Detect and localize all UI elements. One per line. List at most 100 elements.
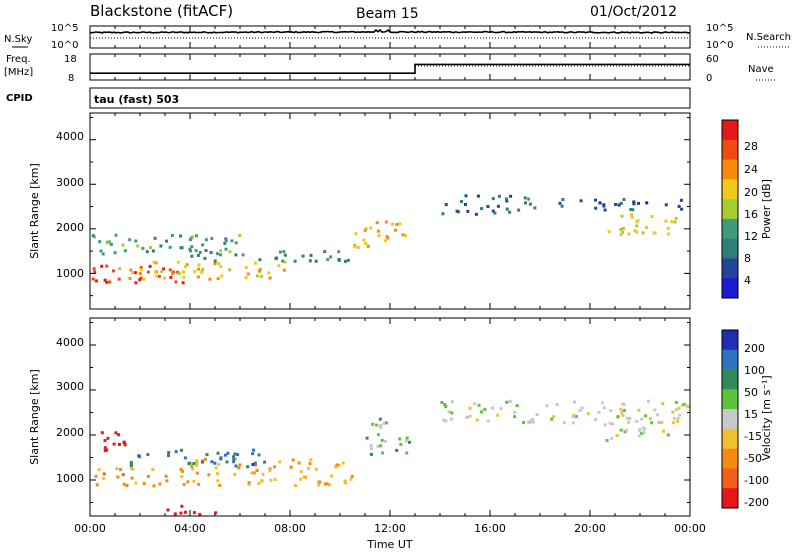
heatmap-cell: [621, 402, 625, 406]
velocity-cbar-tick-m200: -200: [744, 496, 769, 509]
heatmap-cell: [283, 260, 287, 264]
heatmap-cell: [479, 410, 483, 414]
heatmap-cell: [134, 239, 138, 243]
heatmap-cell: [99, 249, 103, 253]
heatmap-cell: [204, 238, 208, 242]
heatmap-cell: [496, 204, 500, 208]
heatmap-cell: [184, 265, 187, 268]
heatmap-cell: [134, 481, 138, 485]
heatmap-cell: [653, 231, 657, 235]
velocity-ytick-3000: 3000: [56, 380, 84, 393]
heatmap-cell: [98, 240, 102, 244]
power-colorbar: [722, 120, 738, 299]
heatmap-cell: [183, 510, 187, 514]
heatmap-cell: [505, 199, 509, 203]
heatmap-cell: [491, 209, 495, 213]
heatmap-cell: [209, 251, 213, 255]
heatmap-cell: [460, 200, 463, 203]
heatmap-cell: [633, 229, 637, 233]
heatmap-cell: [398, 437, 402, 441]
heatmap-cell: [192, 511, 196, 515]
heatmap-cell: [94, 474, 98, 478]
heatmap-cell: [216, 277, 220, 281]
heatmap-cell: [142, 277, 146, 281]
heatmap-cell: [586, 412, 590, 416]
heatmap-cell: [496, 413, 500, 417]
heatmap-cell: [337, 258, 341, 261]
heatmap-cell: [181, 281, 185, 285]
heatmap-cell: [664, 203, 668, 207]
xtick-12: 12:00: [374, 522, 406, 535]
heatmap-cell: [493, 211, 497, 215]
heatmap-cell: [329, 255, 333, 259]
heatmap-cell: [386, 236, 390, 240]
heatmap-cell: [268, 468, 272, 472]
velocity-cbar-tick-m15: -15: [744, 430, 762, 443]
heatmap-cell: [679, 198, 683, 202]
heatmap-cell: [444, 419, 448, 423]
power-cbar-tick-12: 12: [744, 230, 758, 243]
heatmap-cell: [173, 512, 177, 516]
heatmap-cell: [380, 438, 384, 442]
heatmap-cell: [508, 400, 512, 403]
heatmap-cell: [642, 431, 646, 435]
heatmap-cell: [645, 226, 649, 229]
heatmap-cell: [527, 197, 531, 201]
heatmap-cell: [133, 271, 137, 275]
heatmap-cell: [670, 220, 674, 224]
heatmap-cell: [123, 443, 127, 447]
heatmap-cell: [180, 448, 183, 452]
heatmap-cell: [620, 411, 624, 415]
heatmap-cell: [364, 242, 368, 245]
heatmap-cell: [146, 270, 150, 274]
heatmap-cell: [149, 246, 152, 249]
heatmap-cell: [214, 466, 218, 470]
heatmap-cell: [505, 197, 508, 201]
power-panel-frame: [89, 112, 691, 310]
colorbar-segment: [722, 199, 738, 220]
heatmap-cell: [450, 411, 454, 415]
velocity-colorbar-label: Velocity [m s⁻¹]: [760, 375, 773, 460]
heatmap-cell: [369, 452, 373, 456]
heatmap-cell: [217, 462, 221, 466]
heatmap-cell: [201, 460, 205, 464]
heatmap-cell: [219, 456, 223, 460]
noise-tick-top-right: 10^5: [706, 23, 733, 34]
heatmap-cell: [181, 270, 185, 274]
heatmap-cell: [224, 239, 228, 243]
heatmap-cell: [326, 258, 330, 262]
heatmap-cell: [657, 420, 661, 424]
power-cbar-tick-24: 24: [744, 163, 758, 176]
cpid-value: tau (fast) 503: [94, 93, 179, 106]
heatmap-cell: [444, 203, 448, 207]
heatmap-cell: [102, 476, 106, 480]
freq-unit-label: [MHz]: [4, 67, 33, 78]
heatmap-cell: [117, 443, 121, 446]
heatmap-cell: [277, 264, 281, 268]
colorbar-segment: [722, 159, 738, 180]
heatmap-cell: [513, 410, 517, 414]
heatmap-cell: [398, 222, 402, 226]
heatmap-cell: [465, 415, 469, 419]
heatmap-cell: [168, 245, 172, 249]
heatmap-cell: [230, 239, 234, 243]
heatmap-cell: [394, 228, 398, 232]
heatmap-cell: [236, 453, 240, 457]
heatmap-cell: [255, 468, 259, 472]
heatmap-cell: [684, 404, 688, 408]
velocity-colorbar-frame: [721, 329, 739, 509]
heatmap-cell: [648, 417, 652, 421]
noise-search-label: N.Search: [746, 32, 791, 43]
heatmap-cell: [257, 453, 261, 457]
heatmap-cell: [513, 415, 516, 419]
cpid-label: CPID: [6, 93, 33, 104]
heatmap-cell: [376, 229, 380, 233]
heatmap-cell: [101, 252, 105, 256]
heatmap-cell: [180, 504, 184, 508]
heatmap-cell: [129, 268, 133, 272]
velocity-cbar-tick-50: 50: [744, 386, 758, 399]
heatmap-cell: [182, 275, 186, 279]
heatmap-cell: [464, 194, 468, 198]
heatmap-cell: [105, 448, 109, 452]
heatmap-cell: [664, 219, 668, 223]
